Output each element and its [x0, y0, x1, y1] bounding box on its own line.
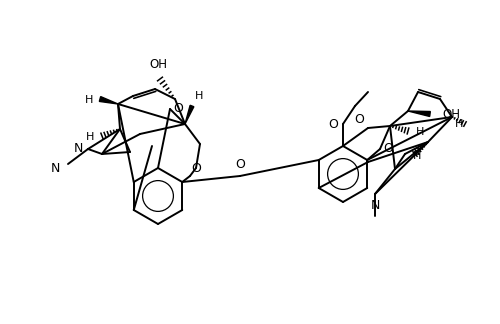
Polygon shape [408, 111, 430, 116]
Text: OH: OH [442, 108, 460, 121]
Text: N: N [74, 143, 83, 156]
Text: O: O [383, 143, 393, 156]
Text: O: O [328, 118, 338, 131]
Text: OH: OH [149, 58, 167, 71]
Text: N: N [370, 199, 380, 212]
Text: N: N [50, 163, 60, 176]
Text: H: H [195, 91, 203, 101]
Text: H: H [413, 151, 422, 161]
Polygon shape [185, 105, 194, 124]
Text: O: O [191, 161, 201, 175]
Text: O: O [354, 113, 364, 126]
Polygon shape [100, 97, 118, 104]
Text: H: H [455, 119, 464, 129]
Text: O: O [235, 158, 245, 171]
Text: H: H [416, 127, 424, 137]
Text: H: H [84, 95, 93, 105]
Text: O: O [173, 102, 183, 115]
Text: H: H [86, 132, 94, 142]
